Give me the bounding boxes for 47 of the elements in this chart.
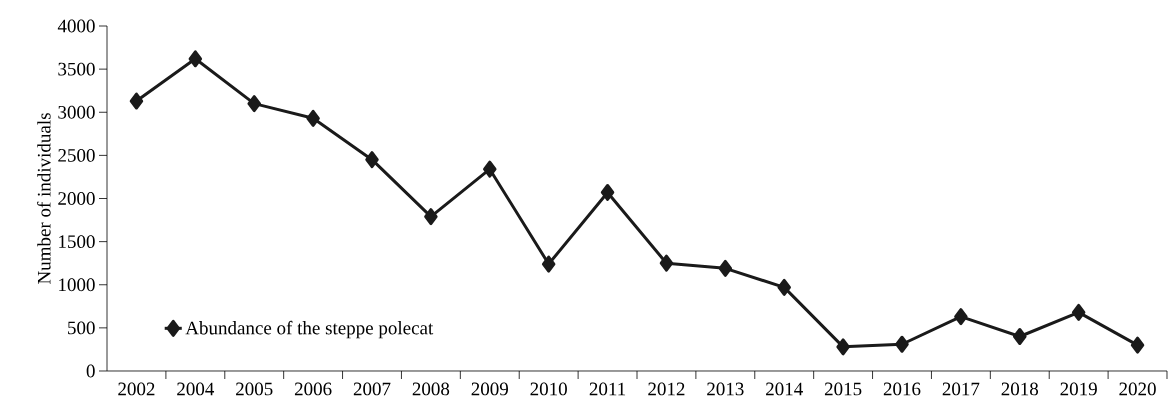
- x-tick-label: 2008: [412, 382, 450, 396]
- x-tick-label: 2014: [766, 382, 803, 396]
- x-tick-label: 2004: [177, 382, 215, 396]
- point: [659, 254, 674, 272]
- y-tick-label: 500: [68, 321, 95, 335]
- y-tick-label: 4000: [57, 19, 95, 33]
- y-tick-label: 1000: [59, 278, 95, 292]
- point: [836, 338, 850, 356]
- point: [1013, 328, 1027, 345]
- point: [1071, 303, 1086, 321]
- x-tick-label: 2016: [883, 382, 921, 396]
- x-tick-label: 2012: [648, 382, 685, 396]
- y-tick-label: 3500: [58, 62, 95, 76]
- point: [1130, 336, 1145, 354]
- x-tick-label: 2002: [118, 382, 155, 396]
- point: [365, 151, 379, 169]
- y-tick-label: 1500: [59, 235, 95, 249]
- y-axis-title: Number of individuals: [37, 113, 51, 284]
- legend-label: Abundance of the steppe polecat: [185, 320, 434, 339]
- point: [129, 92, 144, 110]
- x-tick-label: 2009: [471, 382, 508, 396]
- point: [541, 255, 556, 273]
- point: [483, 160, 497, 178]
- x-tick-label: 2006: [294, 382, 332, 396]
- x-tick-label: 2018: [1001, 382, 1039, 396]
- x-tick-label: 2017: [942, 382, 980, 396]
- point: [247, 95, 261, 113]
- x-tick-label: 2011: [589, 382, 626, 396]
- x-tick-label: 2019: [1060, 382, 1097, 396]
- point: [895, 335, 909, 353]
- point: [718, 259, 733, 277]
- y-tick-label: 0: [86, 364, 95, 378]
- point: [777, 278, 791, 296]
- x-tick-label: 2007: [353, 382, 391, 396]
- x-tick-label: 2015: [824, 382, 862, 396]
- point: [306, 109, 320, 127]
- y-tick-label: 2000: [58, 192, 95, 205]
- x-tick-label: 2013: [707, 382, 744, 396]
- point: [954, 308, 968, 326]
- point: [424, 208, 438, 226]
- x-tick-label: 2005: [236, 382, 273, 396]
- x-tick-label: 2020: [1119, 382, 1156, 396]
- x-tick-label: 2010: [530, 382, 567, 396]
- point: [600, 183, 615, 201]
- y-tick-label: 2500: [58, 148, 95, 162]
- point: [188, 50, 203, 68]
- y-tick-label: 3000: [58, 105, 95, 119]
